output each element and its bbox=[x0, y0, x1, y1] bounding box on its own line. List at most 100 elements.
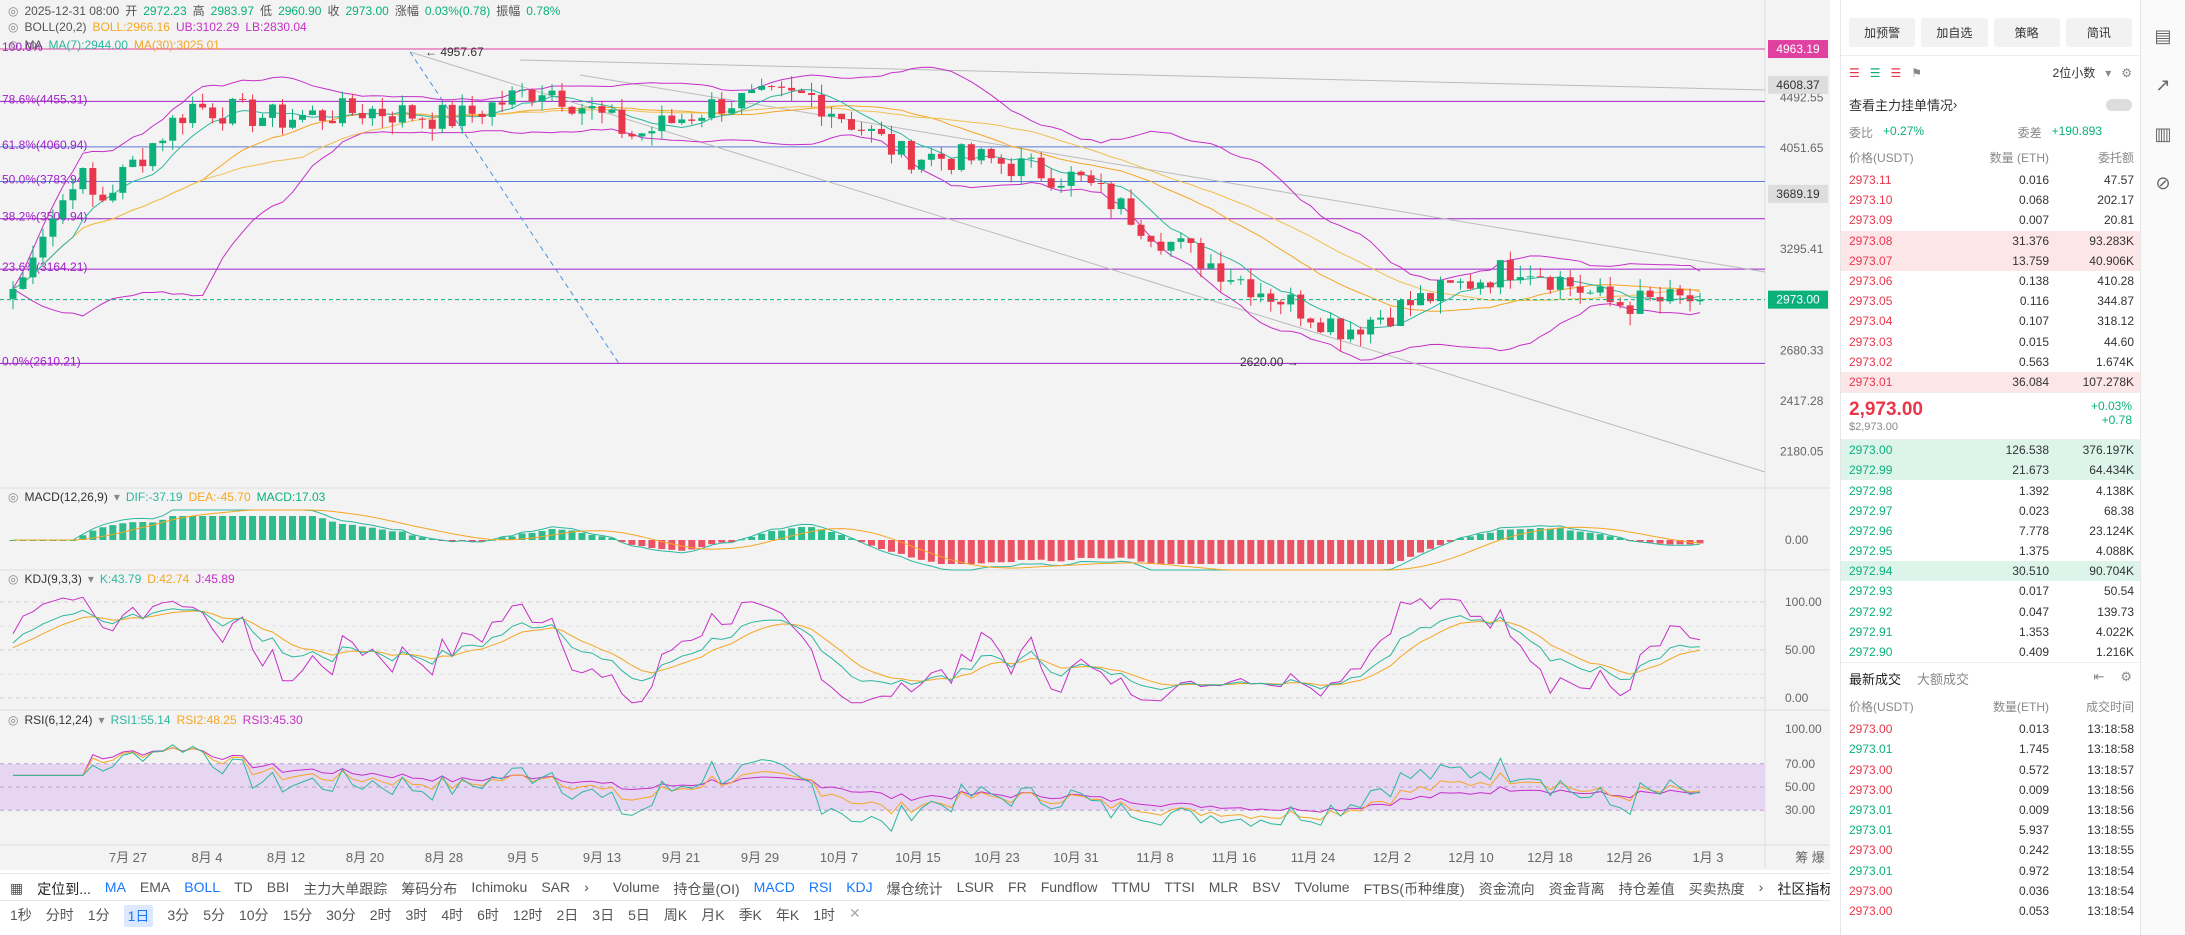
both-sides-icon[interactable]: ☰ bbox=[1849, 65, 1860, 80]
interval-item[interactable]: 2时 bbox=[369, 906, 392, 923]
indicator-item[interactable]: 主力大单跟踪 bbox=[303, 880, 388, 897]
bid-row[interactable]: 2972.90 0.409 1.216K bbox=[1841, 642, 2140, 662]
indicator-item[interactable]: Ichimoku bbox=[471, 878, 528, 895]
interval-item[interactable]: 1秒 bbox=[10, 906, 32, 923]
bid-row[interactable]: 2972.93 0.017 50.54 bbox=[1841, 581, 2140, 601]
boll-name[interactable]: BOLL(20,2) bbox=[24, 20, 87, 34]
interval-item[interactable]: 5日 bbox=[628, 906, 650, 923]
interval-item[interactable]: 4时 bbox=[441, 906, 464, 923]
bid-row[interactable]: 2972.99 21.673 64.434K bbox=[1841, 460, 2140, 481]
trend-icon[interactable]: ↗ bbox=[2155, 75, 2171, 95]
eye-icon[interactable]: ◎ bbox=[8, 3, 19, 18]
interval-item[interactable]: 5分 bbox=[203, 906, 225, 923]
community-indicator-button[interactable]: 社区指标 bbox=[1777, 880, 1830, 897]
ask-row[interactable]: 2973.09 0.007 20.81 bbox=[1841, 210, 2140, 230]
indicator-item[interactable]: BBI bbox=[266, 878, 290, 895]
interval-item[interactable]: 10分 bbox=[238, 906, 269, 923]
depth-toggle[interactable] bbox=[2106, 98, 2132, 111]
settings-icon[interactable]: ⚙ bbox=[2120, 669, 2132, 685]
indicator-item[interactable]: BSV bbox=[1252, 878, 1281, 895]
indicator-item[interactable]: TVolume bbox=[1294, 878, 1350, 895]
ask-row[interactable]: 2973.08 31.376 93.283K bbox=[1841, 230, 2140, 251]
dropdown-icon[interactable]: ▾ bbox=[87, 572, 94, 586]
interval-item[interactable]: 12时 bbox=[512, 906, 543, 923]
indicator-item[interactable]: › bbox=[1758, 878, 1764, 895]
ask-row[interactable]: 2973.11 0.016 47.57 bbox=[1841, 170, 2140, 190]
bid-row[interactable]: 2972.97 0.023 68.38 bbox=[1841, 501, 2140, 521]
indicator-item[interactable]: Fundflow bbox=[1040, 878, 1098, 895]
interval-item[interactable]: 1分 bbox=[87, 906, 110, 923]
indicator-item[interactable]: MLR bbox=[1208, 878, 1239, 895]
bid-row[interactable]: 2972.91 1.353 4.022K bbox=[1841, 622, 2140, 642]
flag-icon[interactable]: ⚑ bbox=[1911, 65, 1923, 80]
chart-area[interactable]: 100.0% 78.6%(4455.31) 61.8%(4060.94) 50.0%(… bbox=[0, 0, 1830, 930]
ask-row[interactable]: 2973.06 0.138 410.28 bbox=[1841, 271, 2140, 291]
interval-item[interactable]: 年K bbox=[775, 906, 800, 923]
interval-item[interactable]: 周K bbox=[663, 906, 688, 923]
locate-button[interactable]: 定位到... bbox=[37, 880, 91, 897]
bid-row[interactable]: 2972.94 30.510 90.704K bbox=[1841, 561, 2140, 582]
interval-item[interactable]: 2日 bbox=[556, 906, 579, 923]
amount-header[interactable]: 委托额 bbox=[2097, 151, 2134, 165]
precision-select[interactable]: 2位小数 bbox=[2052, 66, 2096, 80]
ask-row[interactable]: 2973.01 36.084 107.278K bbox=[1841, 371, 2140, 393]
trade-qty-header[interactable]: 数量(ETH) bbox=[1993, 700, 2049, 715]
chevron-right-icon[interactable]: › bbox=[1953, 97, 1958, 112]
indicator-item[interactable]: 爆仓统计 bbox=[886, 880, 943, 897]
bid-row[interactable]: 2972.92 0.047 139.73 bbox=[1841, 602, 2140, 622]
dropdown-icon[interactable]: ▾ bbox=[2105, 65, 2112, 80]
bar-chart-icon[interactable]: ▥ bbox=[2154, 124, 2172, 144]
link-icon[interactable]: ⊘ bbox=[2155, 173, 2171, 193]
indicator-item[interactable]: TD bbox=[234, 878, 253, 895]
indicator-item[interactable]: EMA bbox=[139, 878, 171, 895]
qty-header[interactable]: 数量 (ETH) bbox=[1989, 151, 2049, 165]
interval-item[interactable]: 3分 bbox=[167, 906, 190, 923]
dropdown-icon[interactable]: ▾ bbox=[98, 713, 105, 727]
eye-icon[interactable]: ◎ bbox=[8, 572, 19, 586]
eye-icon[interactable]: ◎ bbox=[8, 38, 19, 52]
ask-row[interactable]: 2973.02 0.563 1.674K bbox=[1841, 352, 2140, 372]
interval-item[interactable]: 30分 bbox=[326, 906, 356, 923]
indicator-item[interactable]: MACD bbox=[753, 878, 795, 895]
add-alert-button[interactable]: 加预警 bbox=[1849, 18, 1916, 47]
interval-item[interactable]: 1日 bbox=[123, 904, 154, 927]
bid-row[interactable]: 2973.00 126.538 376.197K bbox=[1841, 440, 2140, 461]
indicator-item[interactable]: FTBS(币种维度) bbox=[1363, 880, 1465, 897]
indicator-item[interactable]: › bbox=[584, 878, 589, 895]
bid-row[interactable]: 2972.96 7.778 23.124K bbox=[1841, 521, 2140, 541]
filter-icon[interactable]: ⇤ bbox=[2093, 669, 2105, 685]
indicator-item[interactable]: 资金流向 bbox=[1478, 880, 1535, 897]
price-chart[interactable]: 100.0% 78.6%(4455.31) 61.8%(4060.94) 50.0%(… bbox=[0, 0, 1830, 868]
indicator-item[interactable]: FR bbox=[1008, 878, 1027, 895]
bid-row[interactable]: 2972.95 1.375 4.088K bbox=[1841, 541, 2140, 561]
strategy-button[interactable]: 策略 bbox=[1993, 18, 2060, 47]
news-button[interactable]: 简讯 bbox=[2065, 18, 2132, 47]
ask-row[interactable]: 2973.03 0.015 44.60 bbox=[1841, 332, 2140, 352]
interval-item[interactable]: 3日 bbox=[592, 906, 615, 923]
close-icon[interactable]: ✕ bbox=[849, 904, 861, 921]
ask-row[interactable]: 2973.04 0.107 318.12 bbox=[1841, 311, 2140, 331]
indicator-item[interactable]: 资金背离 bbox=[1548, 880, 1605, 897]
indicator-item[interactable]: Volume bbox=[612, 878, 660, 895]
eye-icon[interactable]: ◎ bbox=[8, 713, 19, 727]
indicator-item[interactable]: RSI bbox=[808, 878, 833, 895]
depth-link[interactable]: 查看主力挂单情况 bbox=[1849, 98, 1954, 113]
interval-item[interactable]: 1时 bbox=[813, 906, 836, 923]
bid-row[interactable]: 2972.98 1.392 4.138K bbox=[1841, 480, 2140, 500]
indicator-item[interactable]: 买卖热度 bbox=[1688, 880, 1745, 897]
indicator-item[interactable]: BOLL bbox=[184, 878, 221, 895]
add-favorite-button[interactable]: 加自选 bbox=[1921, 18, 1988, 47]
doc-icon[interactable]: ▤ bbox=[2154, 26, 2172, 46]
calendar-icon[interactable]: ▦ bbox=[10, 880, 24, 896]
kdj-name[interactable]: KDJ(9,3,3) bbox=[24, 572, 82, 586]
ask-row[interactable]: 2973.07 13.759 40.906K bbox=[1841, 250, 2140, 271]
indicator-item[interactable]: KDJ bbox=[846, 878, 873, 895]
bids-only-icon[interactable]: ☰ bbox=[1869, 65, 1881, 80]
indicator-item[interactable]: SAR bbox=[541, 878, 571, 895]
macd-name[interactable]: MACD(12,26,9) bbox=[24, 490, 108, 504]
ask-row[interactable]: 2973.05 0.116 344.87 bbox=[1841, 291, 2140, 311]
indicator-item[interactable]: TTMU bbox=[1111, 878, 1151, 895]
large-trades-tab[interactable]: 大额成交 bbox=[1917, 672, 1970, 688]
ask-row[interactable]: 2973.10 0.068 202.17 bbox=[1841, 190, 2140, 210]
interval-item[interactable]: 分时 bbox=[45, 906, 74, 923]
